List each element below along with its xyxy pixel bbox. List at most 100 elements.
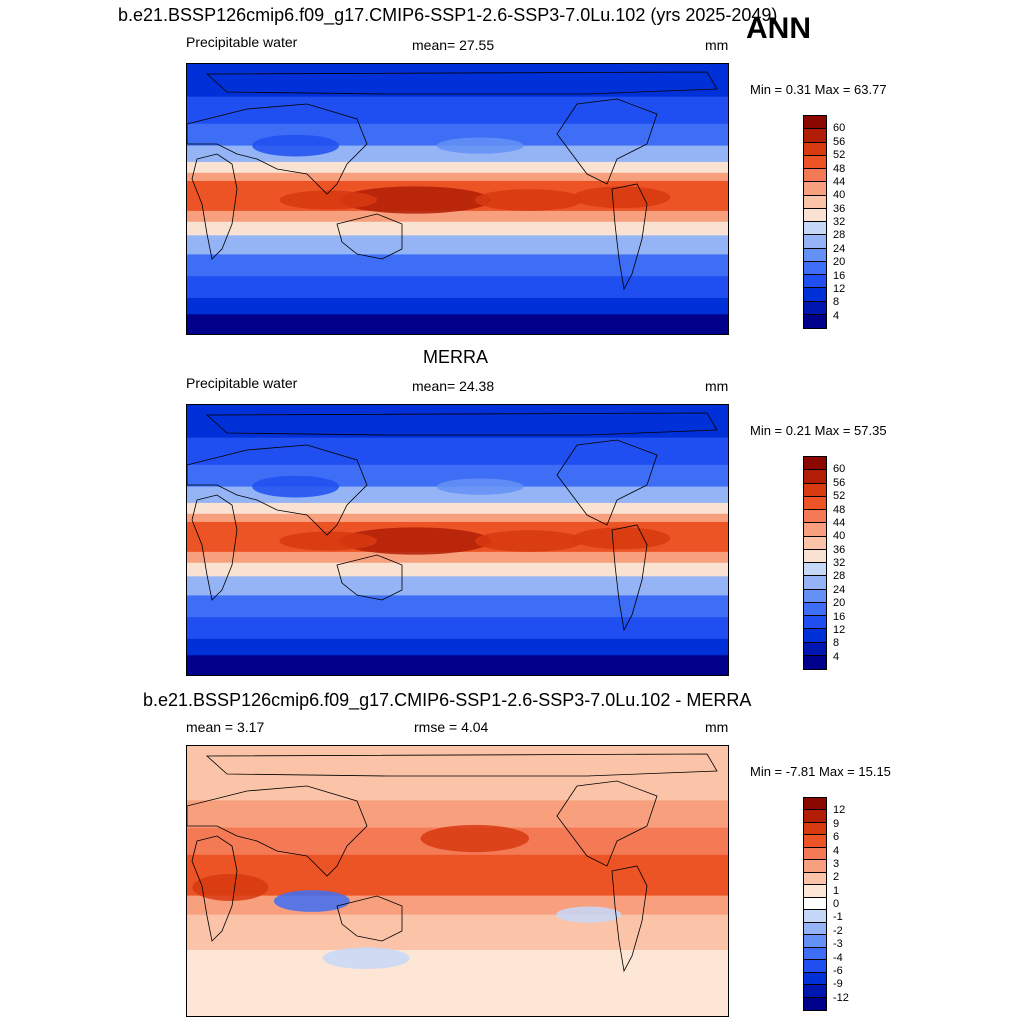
colorbar-segment bbox=[804, 457, 826, 471]
panel-3-map bbox=[186, 745, 729, 1017]
field-band bbox=[187, 405, 728, 439]
panel-1-map bbox=[186, 63, 729, 335]
colorbar-segment bbox=[804, 222, 826, 236]
colorbar-segment bbox=[804, 910, 826, 923]
colorbar-tick-label: -3 bbox=[833, 938, 843, 951]
coastline bbox=[611, 524, 648, 632]
colorbar-segment bbox=[804, 470, 826, 484]
colorbar-segment bbox=[804, 835, 826, 848]
colorbar-segment bbox=[804, 897, 826, 911]
colorbar-tick-label: 1 bbox=[833, 884, 840, 897]
colorbar-segment bbox=[804, 523, 826, 537]
colorbar-segment bbox=[804, 563, 826, 577]
field-band bbox=[187, 254, 728, 277]
field-feature bbox=[273, 890, 350, 912]
field-band bbox=[187, 638, 728, 656]
colorbar-segment bbox=[804, 822, 826, 836]
coastline bbox=[187, 103, 368, 195]
colorbar-segment bbox=[804, 142, 826, 156]
field-band bbox=[187, 655, 728, 675]
coastline bbox=[187, 444, 368, 536]
colorbar-tick-label: 16 bbox=[833, 610, 846, 623]
colorbar-tick-label: 6 bbox=[833, 831, 840, 844]
colorbar-tick-label: 32 bbox=[833, 557, 846, 569]
colorbar-segment bbox=[804, 536, 826, 550]
field-feature bbox=[279, 190, 378, 210]
coastline bbox=[611, 865, 648, 973]
panel-3-colorbar-ticks: -12 -9 -6 -4 -3 -2 -1 0 1 2 3 4 6 9 12 bbox=[803, 797, 863, 1011]
field-feature bbox=[192, 873, 269, 902]
colorbar-tick-label: 12 bbox=[833, 804, 846, 817]
colorbar-segment bbox=[804, 616, 826, 630]
field-band bbox=[187, 221, 728, 236]
colorbar-segment bbox=[804, 182, 826, 196]
colorbar-tick-label: 44 bbox=[833, 516, 846, 529]
field-band bbox=[187, 235, 728, 255]
colorbar-segment bbox=[804, 997, 826, 1010]
panel-1-title: b.e21.BSSP126cmip6.f09_g17.CMIP6-SSP1-2.… bbox=[118, 5, 778, 25]
colorbar-tick-label: -4 bbox=[833, 951, 843, 964]
panel-1-units-label: mm bbox=[705, 37, 729, 53]
panel-3-colorbar bbox=[803, 797, 827, 1011]
colorbar-segment bbox=[804, 496, 826, 510]
panel-1-colorbar bbox=[803, 115, 827, 329]
panel-3-field bbox=[187, 746, 728, 1016]
panel-1-minmax-label: Min = 0.31 Max = 63.77 bbox=[750, 82, 887, 97]
colorbar-segment bbox=[804, 195, 826, 209]
field-feature bbox=[474, 530, 584, 552]
colorbar-tick-label: 9 bbox=[833, 817, 840, 830]
coastline bbox=[336, 213, 403, 260]
field-band bbox=[187, 895, 728, 916]
colorbar-tick-label: 40 bbox=[833, 189, 846, 202]
colorbar-segment bbox=[804, 885, 826, 898]
colorbar-segment bbox=[804, 314, 826, 328]
panel-1-colorbar-ticks: 4 8 12 16 20 24 28 32 36 40 44 48 52 56 60 bbox=[803, 115, 863, 329]
field-band bbox=[187, 172, 728, 182]
field-band bbox=[187, 297, 728, 315]
coastline bbox=[191, 835, 238, 942]
coastline bbox=[611, 183, 648, 291]
field-feature bbox=[252, 475, 340, 498]
field-band bbox=[187, 950, 728, 978]
coastline bbox=[191, 494, 238, 601]
colorbar-tick-label: -6 bbox=[833, 964, 843, 977]
colorbar-segment bbox=[804, 985, 826, 998]
field-band bbox=[187, 914, 728, 951]
panel-2-colorbar-ticks: 4 8 12 16 20 24 28 32 36 40 44 48 52 56 60 bbox=[803, 456, 863, 670]
field-feature bbox=[436, 478, 524, 495]
field-band bbox=[187, 551, 728, 564]
colorbar-tick-label: 20 bbox=[833, 597, 846, 610]
panel-3-minmax-label: Min = -7.81 Max = 15.15 bbox=[750, 764, 891, 779]
colorbar-segment bbox=[804, 655, 826, 669]
colorbar-tick-label: 28 bbox=[833, 570, 846, 583]
panel-3-mean-label: mean = 3.17 bbox=[186, 719, 265, 735]
coastline bbox=[336, 554, 403, 601]
colorbar-segment bbox=[804, 288, 826, 302]
field-feature bbox=[572, 527, 671, 550]
field-feature bbox=[322, 947, 410, 970]
colorbar-tick-label: 60 bbox=[833, 122, 846, 135]
colorbar-tick-label: 52 bbox=[833, 490, 846, 503]
colorbar-tick-label: 36 bbox=[833, 202, 846, 215]
panel-1-mean-label: mean= 27.55 bbox=[412, 37, 495, 53]
field-band bbox=[187, 977, 728, 1016]
panel-2-units-label: mm bbox=[705, 378, 729, 394]
colorbar-tick-label: -1 bbox=[833, 911, 843, 924]
colorbar-tick-label: 16 bbox=[833, 269, 846, 282]
colorbar-segment bbox=[804, 798, 826, 811]
colorbar-segment bbox=[804, 860, 826, 873]
panel-2-mean-label: mean= 24.38 bbox=[412, 378, 495, 394]
colorbar-segment bbox=[804, 261, 826, 275]
colorbar-tick-label: 40 bbox=[833, 530, 846, 543]
colorbar-segment bbox=[804, 208, 826, 222]
colorbar-segment bbox=[804, 116, 826, 130]
field-feature bbox=[420, 824, 530, 853]
panel-3-units-label: mm bbox=[705, 719, 729, 735]
coastline bbox=[205, 753, 718, 777]
colorbar-tick-label: 24 bbox=[833, 242, 846, 255]
field-feature bbox=[556, 906, 622, 923]
colorbar-tick-label: 36 bbox=[833, 543, 846, 556]
panel-1-variable-label: Precipitable water bbox=[186, 34, 298, 50]
colorbar-segment bbox=[804, 602, 826, 616]
colorbar-segment bbox=[804, 483, 826, 497]
